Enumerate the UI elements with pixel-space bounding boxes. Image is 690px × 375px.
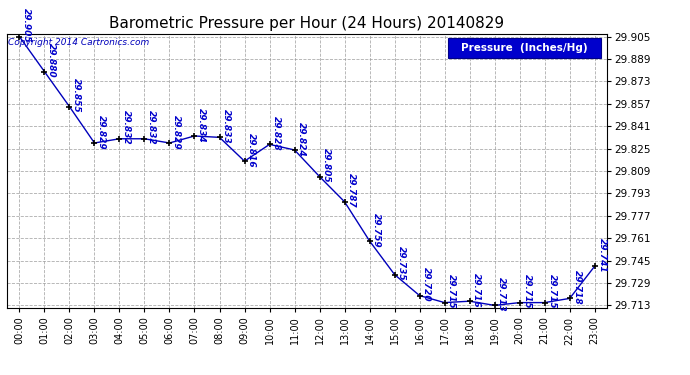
Text: 29.829: 29.829 <box>97 114 106 149</box>
Text: Pressure  (Inches/Hg): Pressure (Inches/Hg) <box>462 43 588 53</box>
Text: 29.713: 29.713 <box>497 277 506 312</box>
Text: 29.832: 29.832 <box>147 110 156 145</box>
Text: 29.832: 29.832 <box>122 110 131 145</box>
Title: Barometric Pressure per Hour (24 Hours) 20140829: Barometric Pressure per Hour (24 Hours) … <box>110 16 504 31</box>
Text: 29.855: 29.855 <box>72 78 81 113</box>
Text: 29.715: 29.715 <box>547 274 556 309</box>
Text: Copyright 2014 Cartronics.com: Copyright 2014 Cartronics.com <box>8 38 149 47</box>
Text: 29.720: 29.720 <box>422 267 431 302</box>
Text: 29.715: 29.715 <box>447 274 456 309</box>
Text: 29.716: 29.716 <box>473 273 482 308</box>
Text: 29.787: 29.787 <box>347 173 356 208</box>
Text: 29.715: 29.715 <box>522 274 531 309</box>
Text: 29.816: 29.816 <box>247 133 256 167</box>
Text: 29.829: 29.829 <box>172 114 181 149</box>
Text: 29.718: 29.718 <box>573 270 582 304</box>
Text: 29.880: 29.880 <box>47 43 56 78</box>
FancyBboxPatch shape <box>448 38 601 58</box>
Text: 29.759: 29.759 <box>373 213 382 247</box>
Text: 29.824: 29.824 <box>297 122 306 156</box>
Text: 29.805: 29.805 <box>322 148 331 183</box>
Text: 29.905: 29.905 <box>22 8 31 43</box>
Text: 29.833: 29.833 <box>222 109 231 144</box>
Text: 29.741: 29.741 <box>598 238 607 272</box>
Text: 29.735: 29.735 <box>397 246 406 281</box>
Text: 29.834: 29.834 <box>197 108 206 142</box>
Text: 29.828: 29.828 <box>273 116 282 151</box>
